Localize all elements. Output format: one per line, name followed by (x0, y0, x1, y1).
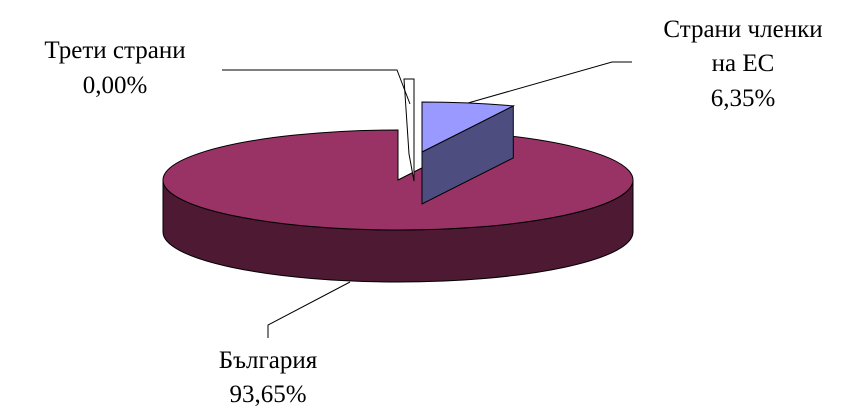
slice-third-countries (403, 78, 415, 182)
label-bulgaria-value: 93,65% (229, 381, 306, 408)
slice-third-countries-wedge (403, 78, 415, 182)
label-third-countries-value: 0,00% (83, 72, 148, 99)
leader-line-bulgaria (267, 281, 351, 338)
label-eu-value: 6,35% (711, 85, 776, 112)
slice-eu-member-states (421, 101, 516, 205)
leader-line-third-countries (222, 69, 411, 105)
label-bulgaria-name: България (219, 347, 318, 374)
slice-bulgaria (162, 129, 634, 283)
label-third-countries-name: Трети страни (44, 37, 185, 64)
slice-top (162, 129, 634, 231)
label-eu-name: Страни членки (663, 16, 822, 43)
leader-line-eu (467, 61, 632, 104)
label-eu-name-line2: на ЕС (712, 50, 775, 77)
